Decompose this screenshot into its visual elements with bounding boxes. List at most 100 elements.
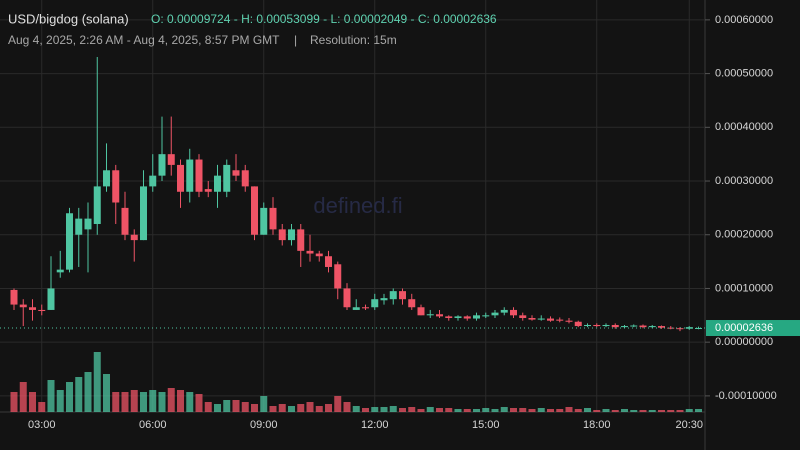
candle-body — [186, 159, 194, 192]
volume-bar — [29, 392, 36, 412]
candle-body — [204, 189, 212, 192]
chart-title: USD/bigdog (solana) — [8, 11, 129, 26]
volume-bar — [66, 382, 73, 412]
volume-bar — [315, 406, 323, 412]
candle-body — [269, 207, 277, 230]
volume-bar — [325, 404, 332, 412]
candle-body — [297, 229, 305, 251]
candle-body — [75, 218, 83, 235]
candle-body — [417, 307, 425, 316]
volume-bar — [371, 407, 379, 412]
candle-body — [121, 207, 129, 235]
volume-bar — [417, 409, 425, 412]
candle-body — [177, 164, 184, 192]
volume-bar — [186, 392, 194, 412]
volume-bar — [676, 410, 684, 412]
candle-body — [288, 229, 295, 241]
volume-bar — [436, 408, 443, 412]
volume-bar — [611, 410, 619, 412]
candle-body — [241, 170, 249, 187]
volume-bar — [112, 392, 120, 412]
volume-bar — [426, 407, 434, 412]
volume-bar — [639, 410, 647, 412]
candle-body — [158, 154, 166, 176]
volume-bar — [343, 402, 351, 412]
candle-body — [214, 175, 221, 192]
volume-bar — [593, 410, 601, 412]
candle-body — [195, 159, 203, 192]
volume-bar — [380, 407, 388, 412]
volume-bar — [121, 392, 129, 412]
candle-body — [389, 291, 397, 300]
candle-body — [306, 250, 314, 254]
candle-body — [343, 288, 351, 308]
volume-bar — [630, 410, 638, 412]
volume-bar — [574, 409, 582, 412]
volume-bar — [482, 408, 490, 412]
candle-body — [639, 325, 647, 328]
candle-body — [223, 164, 231, 192]
candle-body — [149, 175, 157, 187]
candle-body — [510, 309, 517, 316]
candle-body — [574, 321, 582, 327]
volume-bar — [47, 380, 55, 412]
x-tick-label: 12:00 — [361, 419, 389, 431]
volume-bar — [648, 410, 656, 412]
volume-bar — [140, 392, 147, 412]
ohlc-readout: O: 0.00009724 - H: 0.00053099 - L: 0.000… — [151, 12, 497, 26]
volume-bar — [278, 404, 286, 412]
x-tick-label: 03:00 — [28, 419, 56, 431]
candle-body — [473, 315, 480, 319]
candle-body — [130, 234, 138, 241]
volume-bar — [463, 409, 471, 412]
candle-body — [519, 315, 527, 318]
volume-bar — [158, 392, 166, 412]
candle-body — [556, 319, 564, 321]
candle-body — [352, 307, 360, 310]
volume-bar — [565, 407, 573, 412]
candle-body — [500, 309, 508, 313]
candle-body — [112, 170, 120, 203]
volume-bar — [334, 396, 342, 412]
volume-bar — [389, 406, 397, 412]
candle-body — [426, 314, 434, 316]
candle-body — [19, 304, 27, 308]
y-tick-label: 0.00030000 — [715, 175, 773, 187]
candle-body — [334, 264, 342, 289]
last-price-box — [706, 320, 800, 337]
x-tick-label: 20:30 — [675, 419, 703, 431]
volume-bar — [214, 404, 221, 412]
candle-body — [103, 170, 110, 187]
volume-bar — [695, 409, 702, 412]
volume-bar — [621, 409, 628, 412]
volume-bar — [352, 406, 360, 412]
volume-bar — [306, 402, 314, 412]
volume-bar — [130, 390, 138, 412]
candle-body — [232, 170, 240, 176]
candle-body — [621, 326, 628, 328]
x-tick-label: 09:00 — [250, 419, 278, 431]
candle-body — [260, 207, 268, 235]
volume-bar — [167, 388, 175, 412]
candle-body — [84, 218, 92, 230]
candle-body — [29, 307, 36, 310]
volume-bar — [84, 372, 92, 412]
volume-bar — [223, 400, 231, 412]
volume-bar — [10, 392, 18, 412]
candle-body — [38, 309, 46, 312]
candle-body — [93, 186, 101, 224]
volume-bar — [288, 406, 295, 412]
volume-bar — [584, 408, 591, 412]
y-tick-label: -0.00010000 — [715, 390, 777, 402]
y-tick-label: 0.00010000 — [715, 282, 773, 294]
volume-bar — [519, 408, 527, 412]
y-tick-label: 0.00050000 — [715, 67, 773, 79]
volume-bar — [685, 409, 693, 412]
candle-body — [630, 325, 638, 327]
candle-body — [463, 316, 471, 319]
volume-bar — [510, 408, 517, 412]
candle-body — [66, 213, 73, 270]
